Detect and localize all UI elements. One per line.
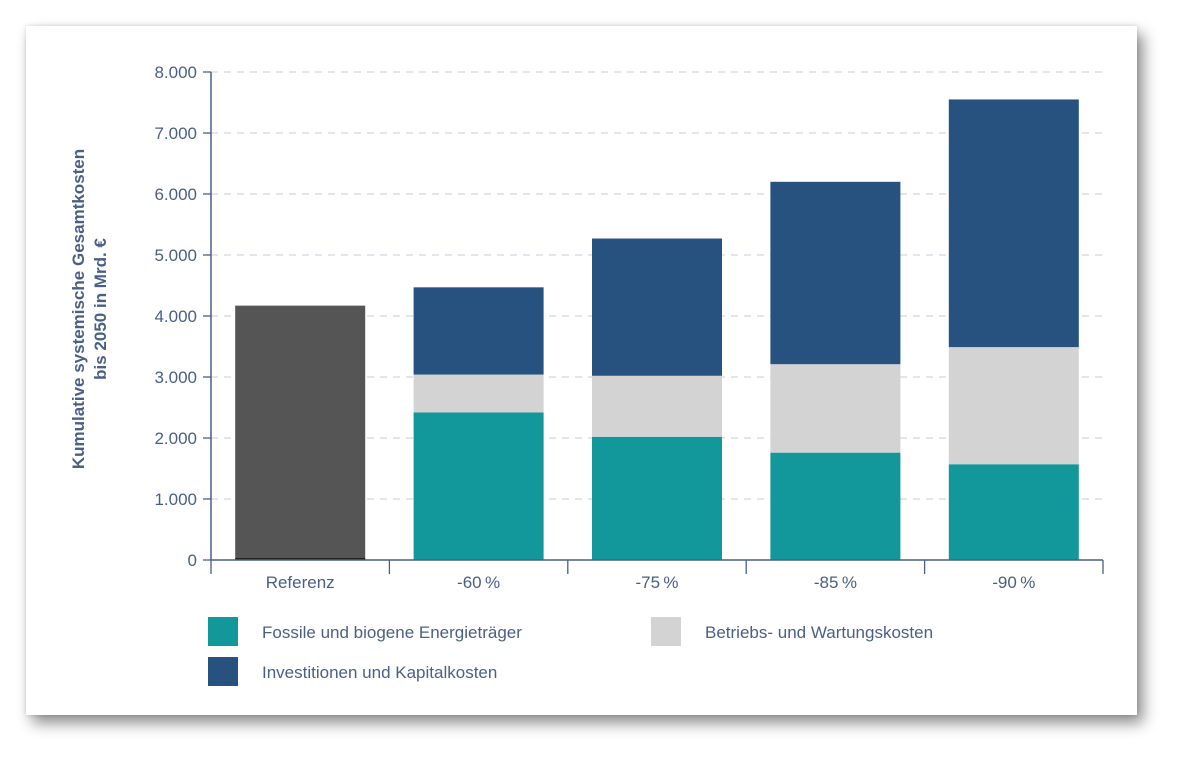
bar-segment-2 [948,347,1079,465]
bar-referenz [235,305,366,560]
y-tick-label: 8.000 [154,63,197,82]
bar-segment-2 [770,364,901,453]
y-axis-title-line2: bis 2050 in Mrd. € [91,238,110,380]
x-tick-label: -75 % [635,573,678,592]
bar-segment-3 [592,238,722,376]
legend-swatch [208,657,238,686]
legend-label: Fossile und biogene Energieträger [262,623,522,642]
bar-segment-1 [413,412,544,560]
chart-card: 0 1.000 2.000 3.000 4.000 5.000 6.000 7.000 8.00… [26,26,1137,715]
bar-segment-2 [592,375,722,437]
y-tick-label: 6.000 [154,185,197,204]
bar-segment-3 [770,181,901,365]
y-tick-label: 5.000 [154,246,197,265]
bar-segment-1 [592,436,722,560]
legend-swatch [208,617,238,646]
legend-swatch [651,617,681,646]
x-tick-label: -90 % [992,573,1035,592]
y-tick-label: 2.000 [154,429,197,448]
y-tick-label: 1.000 [154,490,197,509]
y-tick-label: 3.000 [154,368,197,387]
axes: 0 1.000 2.000 3.000 4.000 5.000 6.000 7.000 8.00… [154,63,1104,592]
x-tick-label: -60 % [457,573,500,592]
stacked-bar-chart: 0 1.000 2.000 3.000 4.000 5.000 6.000 7.000 8.00… [69,63,1104,686]
y-tick-label: 7.000 [154,124,197,143]
y-tick-label: 0 [188,551,197,570]
bar-segment-1 [948,464,1079,560]
bar-segment-1 [770,452,901,560]
bar-segment-2 [413,374,544,413]
y-axis-title-line1: Kumulative systemische Gesamtkosten [69,149,88,469]
y-tick-label: 4.000 [154,307,197,326]
x-tick-label: Referenz [266,573,335,592]
x-tick-label: -85 % [814,573,857,592]
legend-label: Investitionen und Kapitalkosten [262,663,497,682]
bars [235,99,1079,560]
bar-segment-3 [948,99,1079,348]
bar-segment-3 [413,287,544,375]
legend: Fossile und biogene Energieträger Betrieb… [208,617,933,686]
legend-label: Betriebs- und Wartungskosten [705,623,933,642]
